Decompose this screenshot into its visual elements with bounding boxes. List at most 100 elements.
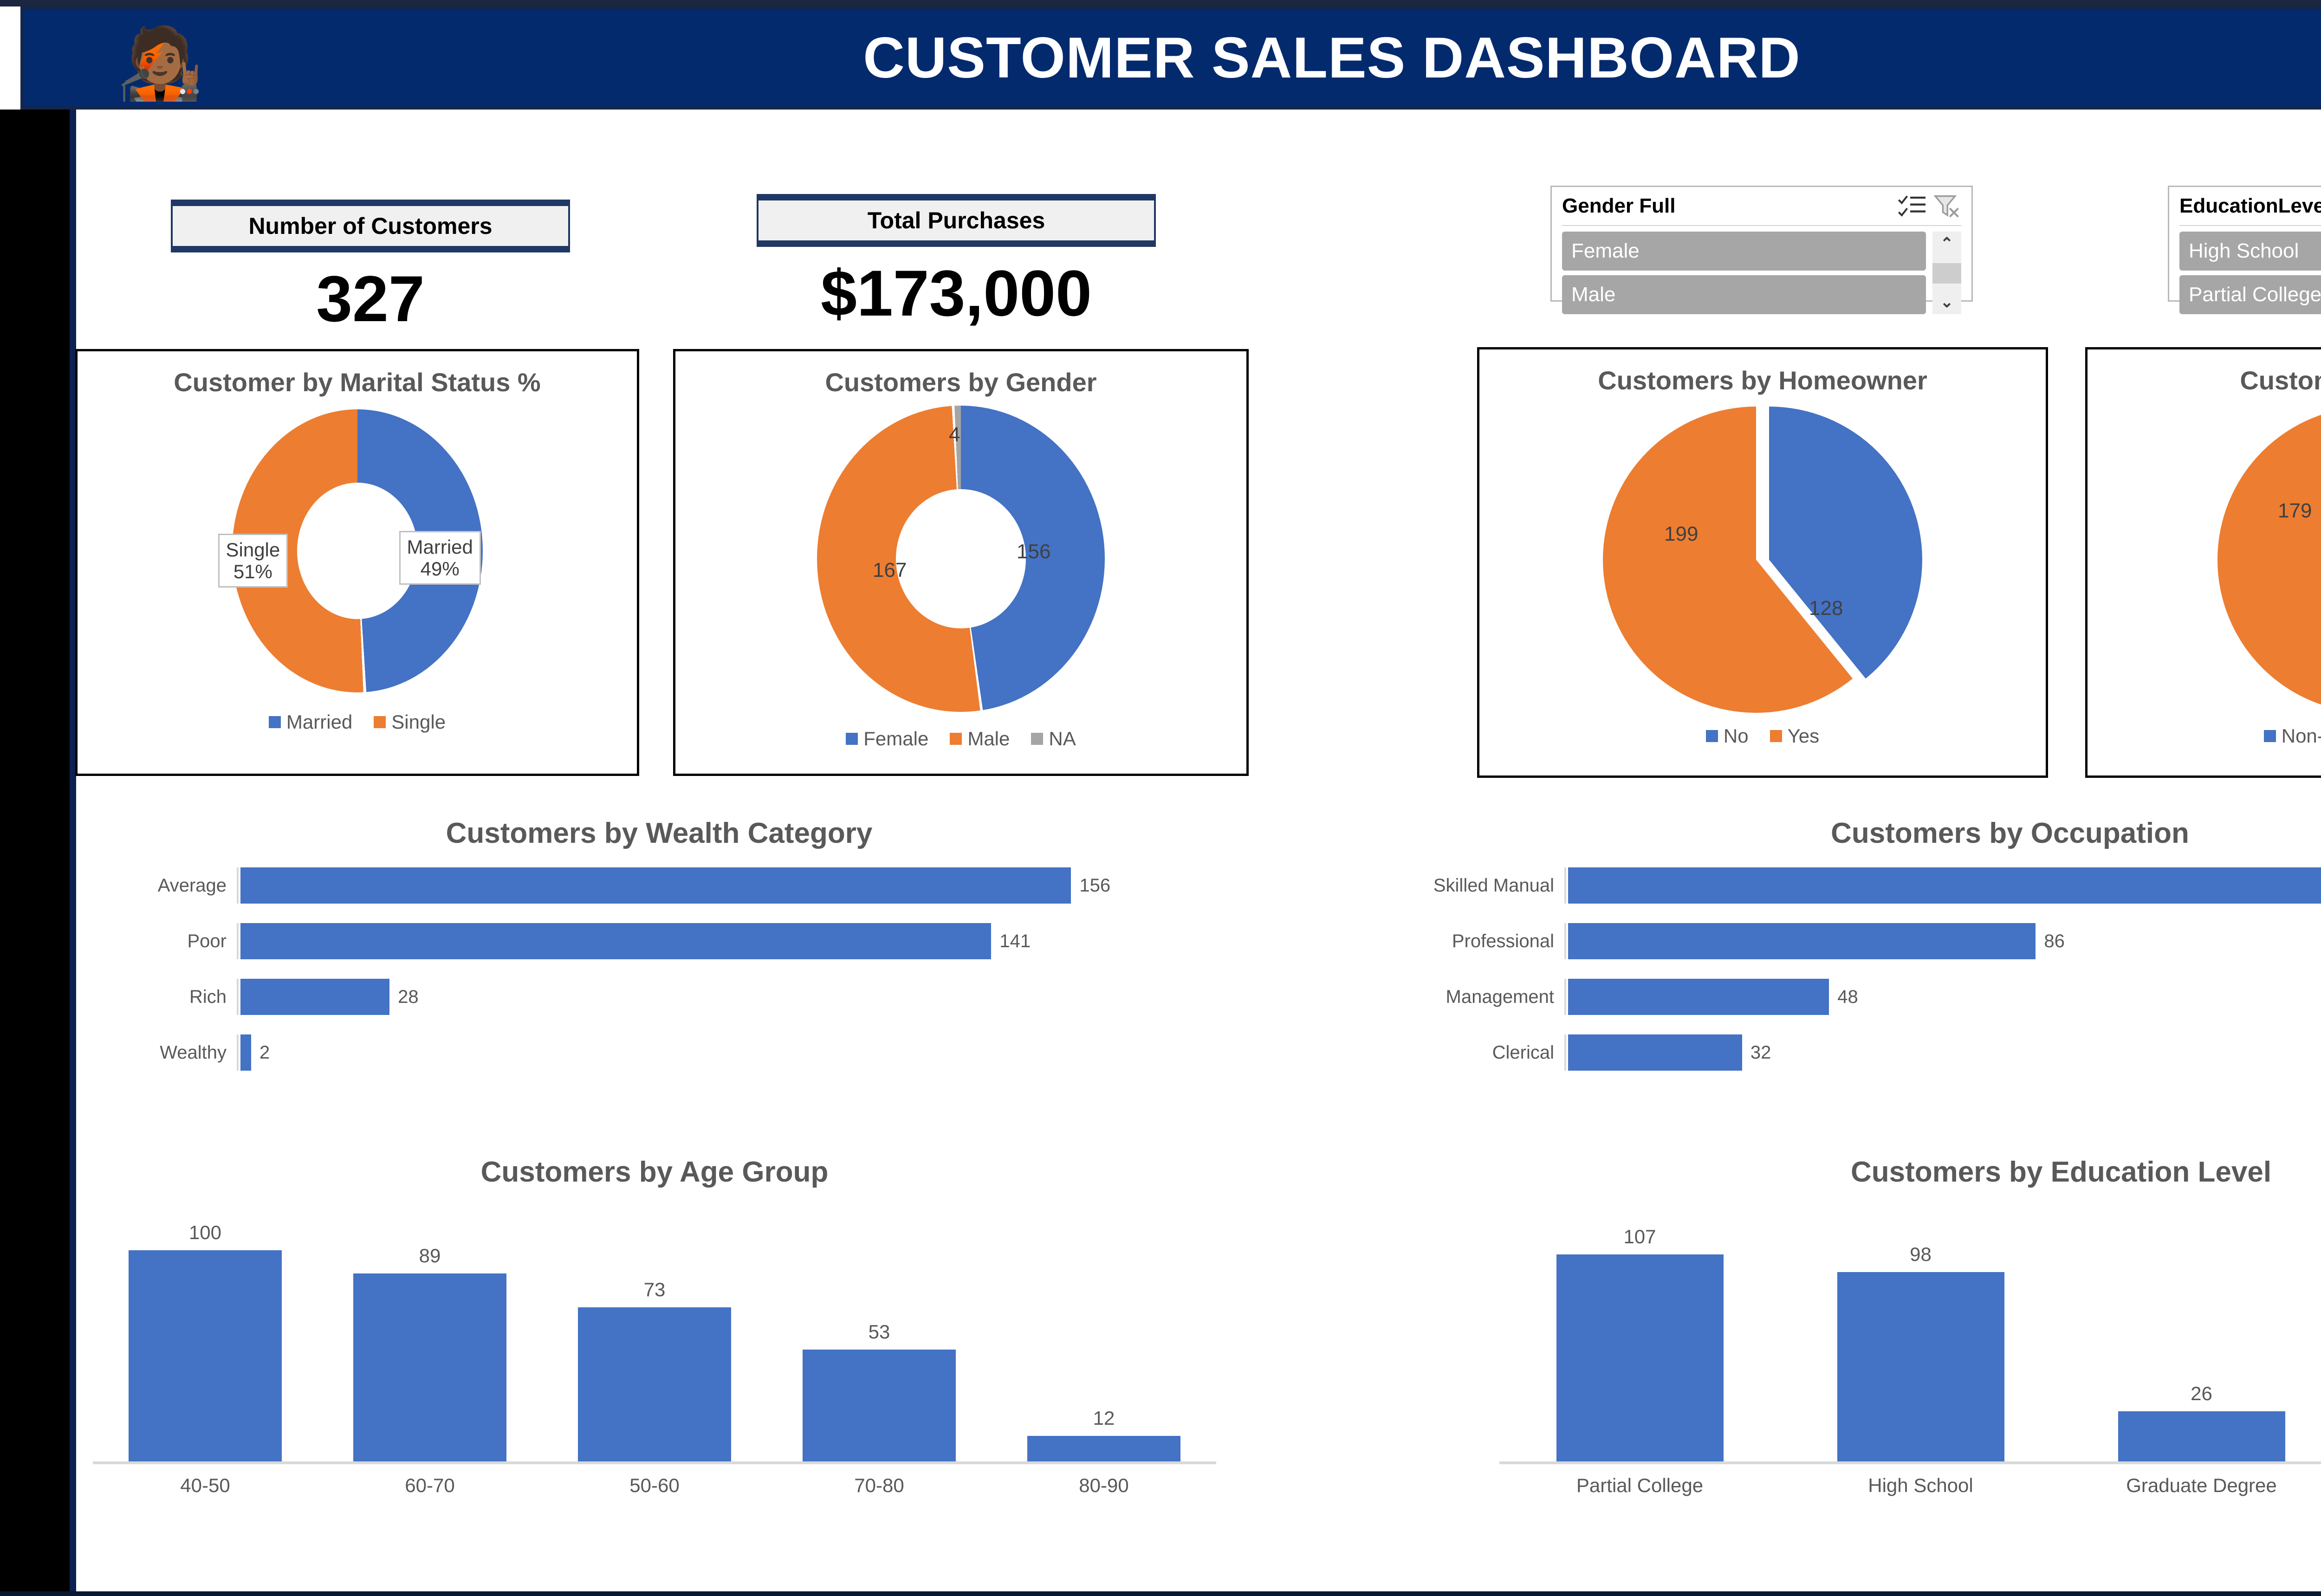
bar-fill[interactable] (1568, 979, 1829, 1015)
bar-fill[interactable] (240, 923, 992, 959)
column-value-label: 98 (1910, 1243, 1932, 1265)
legend-item-single[interactable]: Single (374, 711, 446, 733)
column-category-label: 50-60 (629, 1474, 680, 1496)
scroll-down-icon[interactable]: ⌄ (1940, 293, 1954, 311)
column-bar[interactable] (129, 1250, 282, 1461)
x-axis-age-group: 40-50 60-70 50-60 70-80 80-90 (93, 1474, 1216, 1497)
legend-item-yes[interactable]: Yes (1770, 725, 1820, 747)
legend-swatch-na (1031, 733, 1044, 745)
legend-label-non-parent: Non-Parent (2281, 725, 2321, 747)
slicer-item-high-school[interactable]: High School (2179, 232, 2321, 271)
column-bar[interactable] (578, 1307, 731, 1461)
column-value-label: 89 (419, 1245, 441, 1267)
scroll-thumb[interactable] (1932, 263, 1961, 284)
column-category-label: 80-90 (1079, 1474, 1129, 1496)
column-item: 98 (1837, 1200, 2004, 1461)
bar-value-label: 32 (1750, 1042, 1771, 1063)
slicer-item-list-gender-full: Female Male (1562, 232, 1926, 319)
bar-row: Rich 28 (93, 971, 1225, 1022)
bar-track: 156 (237, 867, 1225, 904)
column-item: 26 (2118, 1200, 2285, 1461)
multi-select-icon[interactable] (1897, 192, 1928, 220)
bar-track: 32 (1564, 1034, 2321, 1071)
bar-rows-occupation: Skilled Manual 161 Professional 86 Managemen… (1420, 860, 2321, 1078)
bar-category-label: Skilled Manual (1433, 875, 1554, 896)
legend-label-yes: Yes (1787, 725, 1820, 747)
bar-row: Professional 86 (1420, 916, 2321, 967)
column-value-label: 26 (2191, 1382, 2212, 1404)
column-bar[interactable] (353, 1273, 506, 1461)
bar-category-label: Professional (1452, 930, 1554, 951)
column-category-label: Graduate Degree (2126, 1474, 2277, 1496)
chart-title-gender: Customers by Gender (825, 368, 1097, 397)
column-bar[interactable] (1837, 1272, 2004, 1461)
kpi-card-number-of-customers: Number of Customers 327 (171, 200, 570, 331)
legend-label-male: Male (967, 728, 1010, 750)
chart-title-wealth-category: Customers by Wealth Category (446, 817, 873, 849)
chart-title-parent: Customers by Parent (2240, 366, 2321, 395)
legend-swatch-male (950, 733, 962, 745)
legend-swatch-single (374, 716, 386, 728)
column-bar[interactable] (803, 1350, 956, 1461)
slicer-header-education-level: EducationLevel (2179, 187, 2321, 226)
column-category-label: High School (1868, 1474, 1973, 1496)
legend-swatch-female (846, 733, 858, 745)
chart-occupation: Customers by Occupation Skilled Manual 16… (1420, 817, 2321, 1109)
scroll-up-icon[interactable]: ⌃ (1940, 235, 1954, 252)
bar-fill[interactable] (240, 979, 390, 1015)
legend-swatch-yes (1770, 730, 1782, 742)
column-bar[interactable] (2118, 1411, 2285, 1461)
data-label-na: 4 (949, 423, 960, 446)
bar-track: 86 (1564, 923, 2321, 959)
donut-hole (896, 489, 1026, 628)
bar-fill[interactable] (240, 1034, 251, 1071)
bar-category-label: Management (1446, 986, 1554, 1007)
donut-gender: 156 167 4 (675, 406, 1246, 712)
bar-value-label: 141 (999, 930, 1031, 951)
bar-fill[interactable] (1568, 923, 2036, 959)
avatar-emoji-icon: 🧑🏾‍🎤 (117, 24, 203, 102)
bar-fill[interactable] (240, 867, 1071, 904)
legend-label-na: NA (1049, 728, 1076, 750)
kpi-value-total-purchases: $173,000 (821, 257, 1092, 330)
data-label-married: Married 49% (399, 531, 481, 585)
legend-item-married[interactable]: Married (268, 711, 352, 733)
chart-title-occupation: Customers by Occupation (1831, 817, 2189, 849)
bar-fill[interactable] (1568, 1034, 1742, 1071)
column-value-label: 107 (1623, 1226, 1656, 1248)
bar-value-label: 2 (259, 1042, 270, 1063)
slicer-gender-full[interactable]: Gender Full Female Male ⌃ ⌄ (1550, 186, 1973, 314)
slicer-item-female[interactable]: Female (1562, 232, 1926, 271)
column-bar[interactable] (1556, 1254, 1724, 1461)
data-label-yes: 199 (1664, 523, 1699, 545)
slicer-scrollbar-gender-full[interactable]: ⌃ ⌄ (1932, 232, 1961, 314)
pie-homeowner: 199 128 (1479, 407, 2046, 713)
bar-track: 28 (237, 979, 1225, 1015)
bar-plot-education-level: 107982618 (1499, 1200, 2321, 1464)
column-category-label: 70-80 (854, 1474, 904, 1496)
slicer-item-male[interactable]: Male (1562, 275, 1926, 314)
slicer-item-partial-college[interactable]: Partial College (2179, 275, 2321, 314)
column-item: 107 (1556, 1200, 1724, 1461)
bar-row: Poor 141 (93, 916, 1225, 967)
bar-fill[interactable] (1568, 867, 2321, 904)
legend-item-non-parent[interactable]: Non-Parent (2263, 725, 2321, 747)
legend-swatch-married (268, 716, 281, 728)
data-label-male: 167 (873, 559, 907, 582)
clear-filter-icon[interactable] (1931, 192, 1961, 220)
chart-title-age-group: Customers by Age Group (480, 1156, 829, 1188)
bar-category-label: Clerical (1492, 1042, 1554, 1063)
column-bar[interactable] (1027, 1436, 1180, 1461)
legend-item-no[interactable]: No (1705, 725, 1749, 747)
pie-slice-no (1616, 407, 1922, 713)
legend-marital-status: Married Single (78, 711, 637, 733)
legend-item-male[interactable]: Male (950, 728, 1010, 750)
legend-item-na[interactable]: NA (1031, 728, 1076, 750)
legend-item-female[interactable]: Female (846, 728, 928, 750)
column-item: 12 (1027, 1200, 1180, 1461)
slicer-education-level[interactable]: EducationLevel High School Partial Colle… (2168, 186, 2321, 314)
legend-gender: Female Male NA (675, 728, 1246, 750)
donut-hole (297, 483, 418, 619)
bar-row: Clerical 32 (1420, 1027, 2321, 1078)
